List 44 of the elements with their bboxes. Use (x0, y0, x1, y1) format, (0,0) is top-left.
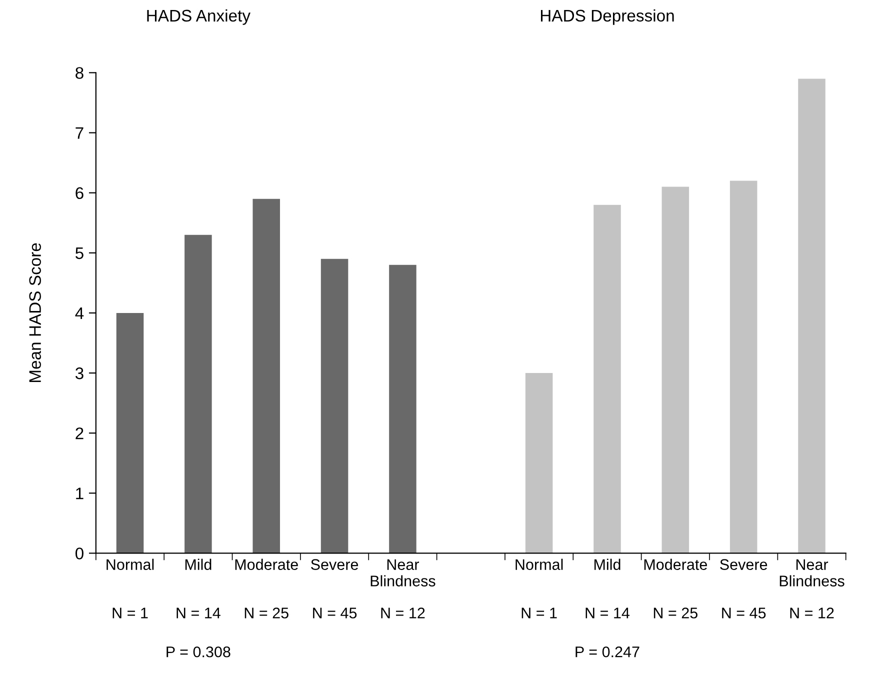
x-tick-label: Near Blindness (780, 559, 844, 586)
text: N = 45 (722, 608, 766, 618)
bar (525, 373, 553, 554)
bar (320, 258, 348, 554)
bar (798, 78, 826, 554)
x-tick-label: Moderate (235, 558, 298, 570)
y-tick-label: 7 (76, 127, 84, 139)
y-tick-label: 0 (75, 548, 84, 560)
x-tick-label: Severe (720, 559, 768, 570)
x-tick-label: Near Blindness (370, 559, 436, 586)
y-tick-label: 2 (76, 427, 84, 440)
x-tick-label: Mild (594, 558, 620, 570)
x-tick-label: Normal (106, 558, 154, 570)
text: N = 14 (586, 608, 630, 618)
y-tick-label: 5 (76, 247, 84, 260)
y-axis-title: Mean HADS Score (29, 243, 41, 382)
text: N = 45 (313, 608, 357, 618)
text: N = 25 (654, 608, 698, 618)
x-tick-label: Moderate (644, 558, 707, 570)
text: N = 1 (112, 608, 148, 618)
x-tick-label: Normal (516, 558, 563, 570)
y-tick-label: 8 (76, 67, 84, 79)
x-tick-label: Severe (311, 559, 358, 570)
y-tick-label: 4 (75, 308, 84, 319)
text: N = 12 (381, 608, 425, 618)
text: P = 0.308 (166, 646, 230, 658)
text: N = 1 (522, 608, 557, 618)
text: HADS Depression (540, 9, 674, 25)
text: N = 14 (176, 608, 220, 618)
text: N = 25 (244, 608, 288, 618)
bar (184, 234, 212, 554)
y-tick-label: 3 (75, 367, 84, 380)
y-tick-label: 1 (76, 488, 84, 500)
x-tick-label: Mild (185, 558, 212, 570)
bar (594, 204, 621, 554)
text: HADS Anxiety (147, 9, 250, 25)
y-tick-label: 6 (76, 187, 84, 200)
bar (389, 264, 416, 554)
bar (252, 198, 280, 554)
bar (662, 186, 690, 554)
text: P = 0.247 (576, 646, 640, 658)
text: N = 12 (790, 608, 834, 618)
bar (730, 180, 758, 554)
bar (116, 312, 144, 554)
